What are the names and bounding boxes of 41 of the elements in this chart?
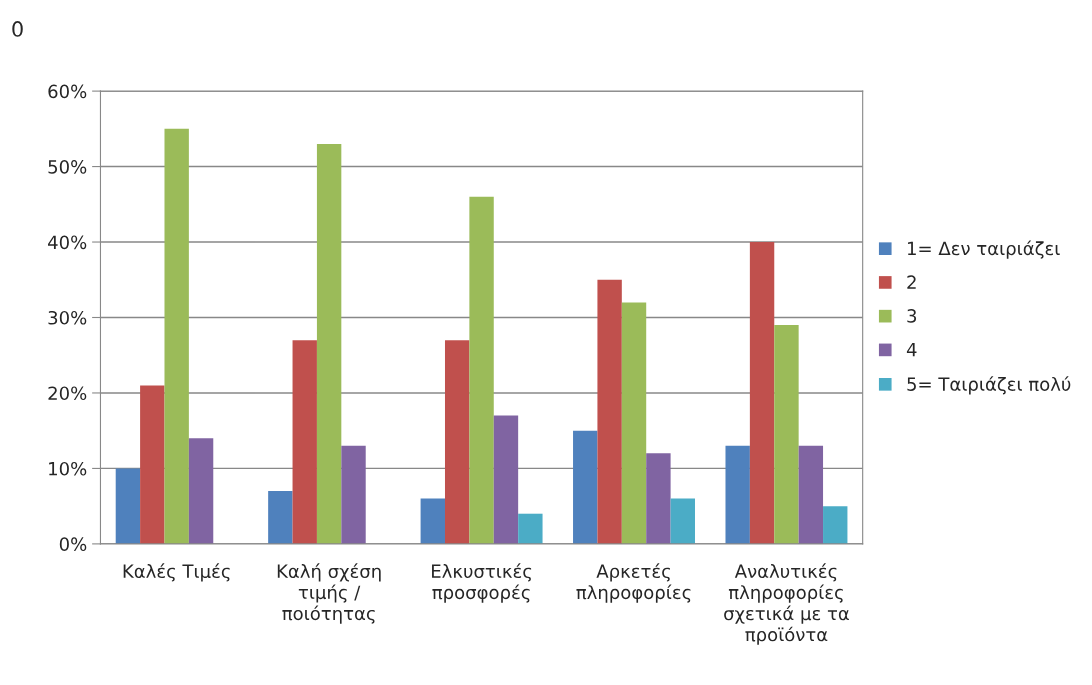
- x-tick-label: Ελκυστικές προσφορές: [432, 563, 532, 603]
- bar: [798, 445, 824, 544]
- y-tick-label: 30%: [48, 310, 87, 325]
- x-tick-label: Καλή σχέση τιμής / ποιότητας: [277, 563, 381, 624]
- legend-label: 2: [907, 275, 916, 289]
- y-tick-label: 40%: [48, 235, 87, 250]
- y-tick-label: 20%: [48, 386, 87, 401]
- legend-label: 4: [906, 343, 917, 357]
- bar: [670, 498, 695, 544]
- bar: [725, 445, 750, 544]
- y-tick-label: 10%: [49, 461, 87, 476]
- legend-label: 5= Ταιριάζει πολύ: [907, 376, 1071, 395]
- bar: [823, 506, 848, 544]
- bar: [774, 325, 799, 544]
- bar: [316, 143, 342, 544]
- bar: [749, 242, 775, 544]
- x-tick-label: Αναλυτικές πληροφορίες σχετικά με τα προϊόντα: [724, 563, 849, 645]
- bar: [115, 468, 141, 544]
- bar: [597, 279, 622, 544]
- bar: [292, 340, 317, 544]
- bar: [573, 430, 598, 544]
- x-tick-label: Καλές Τιμές: [123, 563, 230, 582]
- bar: [493, 415, 519, 544]
- bar: [469, 196, 494, 544]
- bar: [188, 438, 214, 544]
- bar: [140, 385, 165, 544]
- bar: [646, 453, 671, 544]
- text: 0: [12, 21, 23, 37]
- bar: [420, 498, 445, 544]
- bar: [444, 340, 470, 544]
- bar: [518, 513, 543, 544]
- legend-label: 1= Δεν ταιριάζει: [908, 240, 1060, 259]
- bar: [164, 128, 189, 544]
- y-tick-label: 50%: [48, 160, 87, 174]
- bar: [268, 491, 293, 544]
- y-tick-label: 60%: [48, 84, 87, 99]
- legend-label: 3: [907, 309, 917, 323]
- bar: [341, 445, 366, 544]
- x-tick-label: Αρκετές πληροφορίες: [576, 563, 691, 603]
- bar: [621, 302, 647, 544]
- y-tick-label: 0%: [59, 537, 87, 552]
